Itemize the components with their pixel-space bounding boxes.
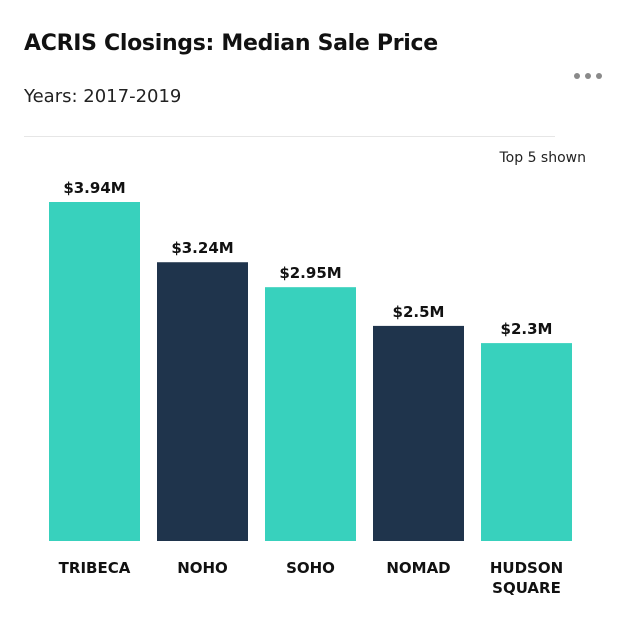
more-horizontal-icon <box>585 73 591 79</box>
chart-subtitle: Years: 2017-2019 <box>24 86 182 107</box>
data-label: $3.24M <box>171 239 233 257</box>
category-label: SOHO <box>286 559 335 577</box>
category-label: NOMAD <box>386 559 450 577</box>
data-label: $2.5M <box>393 303 445 321</box>
header-divider <box>24 136 555 137</box>
top-shown-note: Top 5 shown <box>499 150 587 166</box>
more-options-button[interactable] <box>570 66 606 86</box>
bar-hudson-square[interactable] <box>481 343 572 541</box>
bar-tribeca[interactable] <box>49 202 140 541</box>
bar-noho[interactable] <box>157 262 248 541</box>
category-label: HUDSON <box>490 559 563 577</box>
data-label: $2.95M <box>279 264 341 282</box>
bar-nomad[interactable] <box>373 325 464 541</box>
chart-title: ACRIS Closings: Median Sale Price <box>24 31 438 56</box>
category-label: TRIBECA <box>59 559 131 577</box>
category-label: NOHO <box>177 559 228 577</box>
category-label: SQUARE <box>492 579 561 597</box>
more-horizontal-icon <box>596 73 602 79</box>
more-horizontal-icon <box>574 73 580 79</box>
data-label: $2.3M <box>501 320 553 338</box>
bar-soho[interactable] <box>265 287 356 541</box>
data-label: $3.94M <box>63 179 125 197</box>
